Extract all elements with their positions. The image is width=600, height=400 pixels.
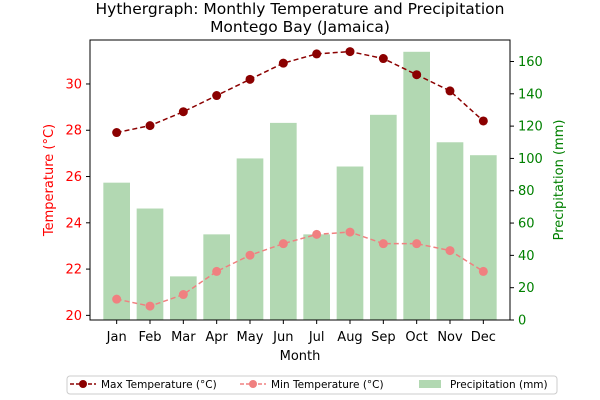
max-temperature-c-point-dec xyxy=(478,116,488,126)
min-temperature-c-point-aug xyxy=(345,227,355,237)
left-y-tick-label-22: 22 xyxy=(65,263,82,278)
max-temperature-c-point-jun xyxy=(278,58,288,68)
left-y-tick-label-30: 30 xyxy=(65,77,82,92)
x-axis-label: Month xyxy=(280,349,321,364)
min-temperature-c-point-jun xyxy=(278,239,288,249)
max-temperature-c-point-jan xyxy=(112,128,122,138)
min-temperature-c-point-dec xyxy=(478,266,488,276)
min-temperature-c-point-jan xyxy=(112,294,122,304)
right-y-tick-label-60: 60 xyxy=(518,217,535,232)
left-y-axis: 20 22 24 26 28 30 xyxy=(65,77,90,324)
precip-bar-feb xyxy=(136,208,164,320)
right-y-tick-label-160: 160 xyxy=(518,55,543,70)
min-temperature-c-point-jul xyxy=(312,229,322,239)
min-temperature-c-point-apr xyxy=(212,266,222,276)
x-tick-label-jun: Jun xyxy=(272,330,293,345)
right-y-axis: 0 20 40 60 80 100 120 140 160 xyxy=(510,55,543,329)
right-y-tick-label-140: 140 xyxy=(518,87,543,102)
max-temperature-c-point-may xyxy=(245,74,255,84)
left-y-tick-label-20: 20 xyxy=(65,309,82,324)
plot-frame xyxy=(89,39,511,321)
min-temperature-c-point-may xyxy=(245,250,255,260)
x-tick-label-sep: Sep xyxy=(371,330,396,345)
max-temperature-c-point-mar xyxy=(178,107,188,117)
x-tick-label-dec: Dec xyxy=(471,330,496,345)
x-tick-label-apr: Apr xyxy=(205,330,228,345)
max-temperature-c-line xyxy=(116,50,484,134)
precip-bar-jul xyxy=(303,234,330,320)
legend-swatch-precipitation xyxy=(419,380,441,388)
temperature-lines xyxy=(112,47,488,311)
max-temperature-c-point-jul xyxy=(312,49,322,59)
x-tick-label-jan: Jan xyxy=(106,330,127,345)
max-temperature-c-point-apr xyxy=(212,91,222,101)
x-tick-label-oct: Oct xyxy=(405,330,427,345)
x-tick-label-aug: Aug xyxy=(337,330,362,345)
min-temperature-c-point-feb xyxy=(145,301,155,311)
min-temperature-c-point-mar xyxy=(178,290,188,300)
precip-bar-oct xyxy=(403,51,430,320)
chart-subtitle: Montego Bay (Jamaica) xyxy=(210,18,390,36)
max-temperature-c-point-nov xyxy=(445,86,455,96)
max-temperature-c-point-sep xyxy=(378,54,388,64)
x-tick-label-feb: Feb xyxy=(138,330,161,345)
precip-bar-aug xyxy=(336,166,364,320)
right-y-tick-label-80: 80 xyxy=(518,184,535,199)
legend: Max Temperature (°C) Min Temperature (°C… xyxy=(66,375,558,395)
right-y-tick-label-0: 0 xyxy=(518,314,526,329)
legend-dot-min-temp xyxy=(249,380,257,388)
x-tick-label-nov: Nov xyxy=(437,330,463,345)
left-axis-label: Temperature (°C) xyxy=(42,124,57,237)
max-temperature-c-point-oct xyxy=(412,70,422,80)
min-temperature-c-point-oct xyxy=(412,239,422,249)
max-temperature-c-point-feb xyxy=(145,121,155,131)
legend-label-max-temp: Max Temperature (°C) xyxy=(101,379,217,391)
precipitation-bars xyxy=(103,51,497,321)
left-y-tick-label-28: 28 xyxy=(65,124,82,139)
left-y-tick-label-26: 26 xyxy=(65,170,82,185)
right-y-tick-label-100: 100 xyxy=(518,152,543,167)
right-axis-label: Precipitation (mm) xyxy=(552,120,567,241)
precip-bar-nov xyxy=(436,142,464,320)
precip-bar-jun xyxy=(270,122,297,321)
right-y-tick-label-120: 120 xyxy=(518,120,543,135)
legend-label-precipitation: Precipitation (mm) xyxy=(450,379,548,391)
min-temperature-c-point-sep xyxy=(378,239,388,249)
left-y-tick-label-24: 24 xyxy=(65,216,82,231)
precip-bar-sep xyxy=(370,114,397,320)
min-temperature-c-line xyxy=(116,231,484,307)
right-y-tick-label-20: 20 xyxy=(518,281,535,296)
x-tick-label-may: May xyxy=(237,330,264,345)
x-tick-label-jul: Jul xyxy=(308,330,325,345)
chart-title: Hythergraph: Monthly Temperature and Pre… xyxy=(96,0,505,18)
x-tick-label-mar: Mar xyxy=(171,330,196,345)
legend-label-min-temp: Min Temperature (°C) xyxy=(271,379,384,391)
precip-bar-may xyxy=(236,158,264,320)
x-axis: Jan Feb Mar Apr May Jun Jul Aug Sep Oct Nov Dec xyxy=(106,320,496,345)
max-temperature-c-point-aug xyxy=(345,47,355,57)
min-temperature-c-point-nov xyxy=(445,246,455,256)
precip-bar-dec xyxy=(470,155,497,320)
right-y-tick-label-40: 40 xyxy=(518,249,535,264)
legend-dot-max-temp xyxy=(79,380,87,388)
